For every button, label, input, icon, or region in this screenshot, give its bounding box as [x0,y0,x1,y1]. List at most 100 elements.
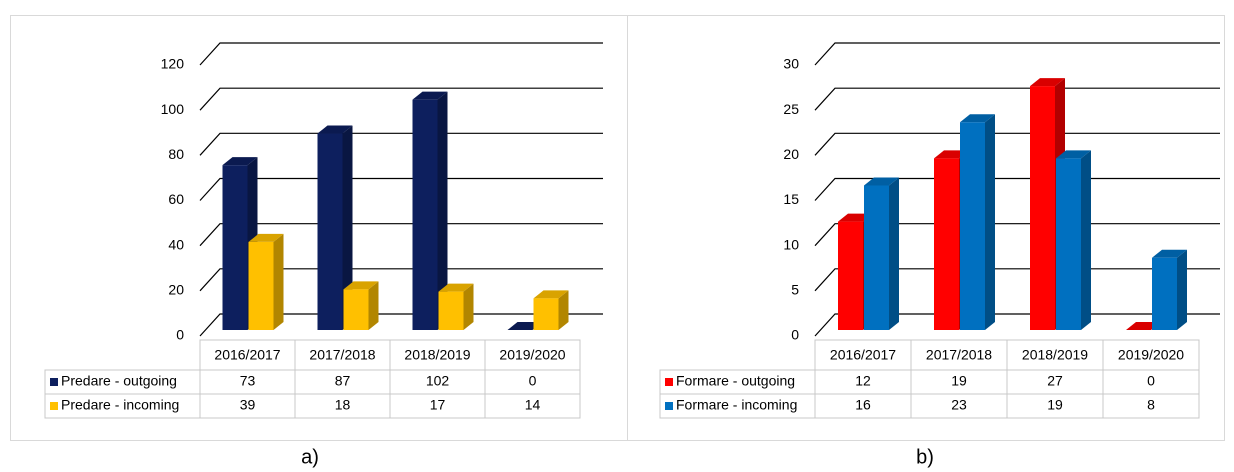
data-label: 16 [855,397,871,413]
x-tick-label: 2019/2020 [1118,347,1184,363]
bar [317,125,353,331]
y-tick-label: 80 [168,146,184,162]
y-tick-label: 30 [783,56,799,72]
y-tick-label: 120 [161,56,185,72]
y-tick-label: 25 [783,101,799,117]
bar-face [317,133,343,330]
bar [343,281,379,330]
grid-line [199,223,603,247]
grid-line [199,42,603,66]
bar [864,177,899,330]
bar-face [438,283,474,292]
bar [1152,249,1187,330]
bar-face [437,91,448,331]
grid-line [199,313,603,337]
x-tick-label: 2017/2018 [309,347,375,363]
bar [533,290,569,330]
bar-face [889,177,899,330]
bar-face [1030,78,1065,87]
y-tick-label: 10 [783,236,799,252]
y-tick-label: 40 [168,236,184,252]
grid-line [814,223,1220,247]
y-tick-label: 20 [783,146,799,162]
bar-face [558,290,569,330]
bar [1056,150,1091,330]
legend-label: Formare - outgoing [676,373,795,389]
bar-face [343,281,379,290]
y-tick-label: 0 [176,327,184,343]
data-label: 8 [1147,397,1155,413]
bar-face [1152,257,1177,330]
data-label: 73 [240,373,256,389]
bar-face [985,114,995,330]
panel-caption: b) [916,446,934,468]
bar-face [317,125,353,134]
bar-face [248,233,284,242]
grid-line [814,268,1220,292]
legend-swatch [665,378,673,386]
grid-line [199,87,603,111]
y-tick-label: 100 [161,101,185,117]
bar [412,91,448,331]
data-label: 18 [335,397,351,413]
bar-face [412,99,438,331]
data-label: 14 [525,397,541,413]
data-label: 0 [1147,373,1155,389]
y-tick-label: 15 [783,191,799,207]
legend-label: Formare - incoming [676,397,797,413]
x-tick-label: 2018/2019 [1022,347,1088,363]
bar-face [1152,249,1187,258]
x-tick-label: 2019/2020 [499,347,565,363]
data-label: 23 [951,397,967,413]
grid-line [199,268,603,292]
bar-face [864,185,889,330]
data-label: 102 [426,373,450,389]
bar-face [533,290,569,299]
bar-face [412,91,448,100]
grid-line [199,132,603,156]
y-tick-label: 20 [168,282,184,298]
bar-face [960,114,995,123]
data-label: 12 [855,373,871,389]
y-tick-label: 60 [168,191,184,207]
grid-line [814,132,1220,156]
data-label: 87 [335,373,351,389]
bar-face [533,298,559,330]
bar-face [934,158,959,330]
x-tick-label: 2016/2017 [214,347,280,363]
bar-face [463,283,474,330]
x-tick-label: 2016/2017 [830,347,896,363]
bar-face [1030,86,1055,330]
legend-label: Predare - incoming [61,397,179,413]
y-tick-label: 0 [791,327,799,343]
bar-face [248,241,274,330]
x-tick-label: 2017/2018 [926,347,992,363]
table-cell [484,393,581,419]
bar-face [438,291,464,330]
data-label: 19 [951,373,967,389]
panel-border [627,15,1225,441]
data-label: 27 [1047,373,1063,389]
grid-line [814,177,1220,201]
x-tick-label: 2018/2019 [404,347,470,363]
grid-line [814,87,1220,111]
data-label: 19 [1047,397,1063,413]
bar [248,233,284,330]
bar-face [222,165,248,330]
bar-face [1081,150,1091,330]
bar-face [273,233,284,330]
bar-face [343,289,369,330]
bar [960,114,995,330]
grid-line [814,313,1220,337]
bar-face [368,281,379,330]
data-label: 0 [529,373,537,389]
panel-caption: a) [301,446,319,468]
bar-face [864,177,899,186]
bar-face [1056,150,1091,159]
bar-face [1056,158,1081,330]
bar-face [1177,249,1187,330]
legend-swatch [665,402,673,410]
legend-label: Predare - outgoing [61,373,177,389]
grid-line [814,42,1220,66]
